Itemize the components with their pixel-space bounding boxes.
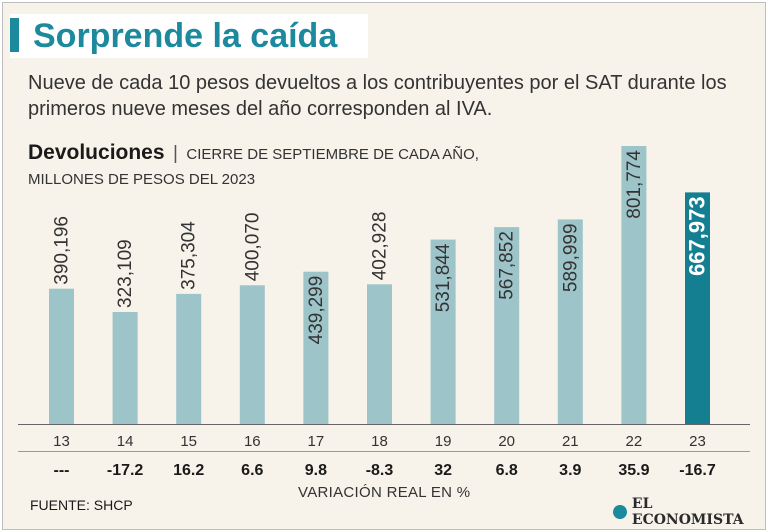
value-label-20: 567,852 bbox=[497, 231, 518, 300]
variation-label-22: 35.9 bbox=[618, 462, 649, 479]
variation-label-23: -16.7 bbox=[679, 462, 716, 479]
value-label-18: 402,928 bbox=[370, 212, 391, 281]
variation-label-13: --- bbox=[54, 462, 70, 479]
chart-title-separator: | bbox=[173, 143, 178, 164]
brand-globe-icon bbox=[613, 505, 627, 519]
value-label-16: 400,070 bbox=[242, 213, 263, 282]
bar-19 bbox=[430, 239, 456, 424]
year-label-17: 17 bbox=[308, 433, 325, 450]
title-banner bbox=[10, 14, 368, 58]
year-label-14: 14 bbox=[117, 433, 134, 450]
chart-heading: Devoluciones | CIERRE DE SEPTIEMBRE DE C… bbox=[28, 140, 479, 168]
year-label-16: 16 bbox=[244, 433, 261, 450]
year-label-22: 22 bbox=[626, 433, 643, 450]
brand-name: EL ECONOMISTA bbox=[631, 496, 744, 528]
variation-label-18: -8.3 bbox=[366, 462, 394, 479]
variation-label-16: 6.6 bbox=[241, 462, 263, 479]
source-note: FUENTE: SHCP bbox=[30, 497, 133, 513]
variation-label-21: 3.9 bbox=[559, 462, 581, 479]
bar-22 bbox=[621, 146, 647, 424]
value-label-23: 667,973 bbox=[684, 196, 709, 276]
value-label-13: 390,196 bbox=[52, 216, 73, 285]
bar-16 bbox=[239, 285, 265, 424]
chart-subtitle-line-1: CIERRE DE SEPTIEMBRE DE CADA AÑO, bbox=[186, 146, 479, 163]
year-label-13: 13 bbox=[53, 433, 70, 450]
bar-18 bbox=[367, 284, 392, 424]
subtitle: Nueve de cada 10 pesos devueltos a los c… bbox=[28, 72, 727, 120]
variation-label-15: 16.2 bbox=[173, 462, 204, 479]
year-label-21: 21 bbox=[562, 433, 579, 450]
variation-label-20: 6.8 bbox=[496, 462, 518, 479]
variation-label-19: 32 bbox=[434, 462, 452, 479]
year-label-15: 15 bbox=[180, 433, 197, 450]
brand-logo: EL ECONOMISTA bbox=[613, 496, 768, 528]
bar-21 bbox=[557, 219, 583, 424]
bar-15 bbox=[176, 293, 202, 424]
value-label-19: 531,844 bbox=[433, 243, 454, 312]
bar-23 bbox=[685, 192, 710, 424]
page-title: Sorprende la caída bbox=[33, 17, 338, 55]
value-label-15: 375,304 bbox=[179, 221, 200, 290]
variation-axis-title: VARIACIÓN REAL EN % bbox=[298, 484, 471, 501]
year-label-18: 18 bbox=[371, 433, 388, 450]
bar-14 bbox=[112, 311, 138, 424]
value-label-22: 801,774 bbox=[624, 150, 645, 219]
bar-13 bbox=[49, 288, 74, 424]
bar-17 bbox=[303, 271, 329, 424]
bar-20 bbox=[494, 227, 520, 424]
chart-title: Devoluciones bbox=[28, 141, 165, 164]
year-label-20: 20 bbox=[498, 433, 515, 450]
value-label-14: 323,109 bbox=[115, 239, 136, 308]
variation-label-17: 9.8 bbox=[305, 462, 327, 479]
title-accent-bar bbox=[10, 18, 19, 52]
value-label-17: 439,299 bbox=[306, 276, 327, 345]
value-label-21: 589,999 bbox=[560, 223, 581, 292]
year-label-23: 23 bbox=[689, 433, 706, 450]
chart-subtitle-line-2: MILLONES DE PESOS DEL 2023 bbox=[28, 171, 256, 188]
year-label-19: 19 bbox=[435, 433, 452, 450]
variation-label-14: -17.2 bbox=[107, 462, 144, 479]
